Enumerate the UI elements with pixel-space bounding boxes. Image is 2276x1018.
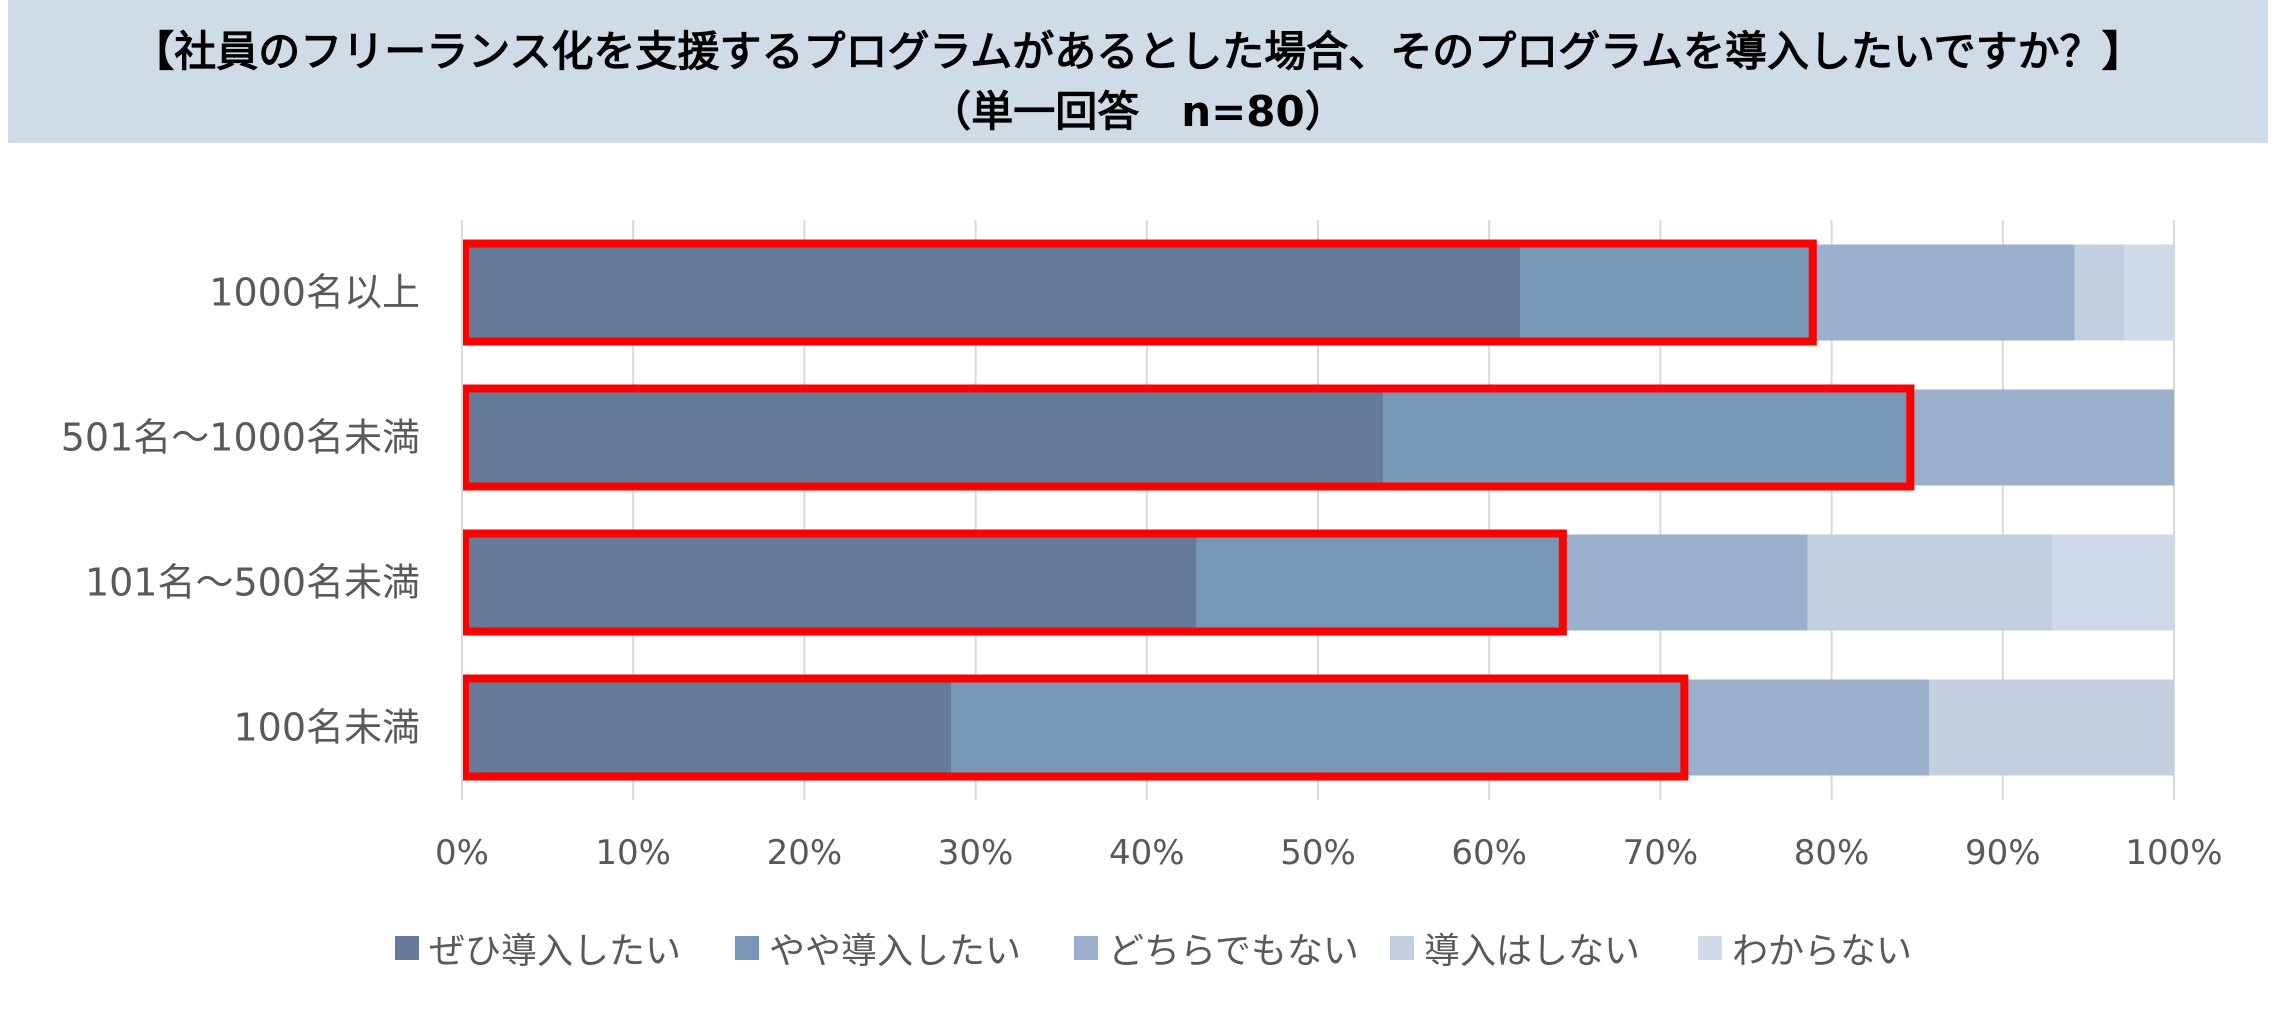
legend-label: ぜひ導入したい [429,931,682,972]
x-tick-label: 70% [1623,833,1699,873]
legend-swatch [735,936,759,960]
highlight-frame [461,529,1567,636]
x-tick-label: 10% [595,833,671,873]
x-tick-label: 50% [1280,833,1356,873]
bar-segment [1196,534,1563,631]
highlight-frame [461,384,1915,491]
bar-segment [1684,679,1930,776]
y-category-label: 501名～1000名未満 [61,416,420,460]
chart-legend: ぜひ導入したい やや導入したい どちらでもない 導入はしない わからない [0,920,2276,976]
x-tick-label: 80% [1794,833,1870,873]
bar-segment [951,679,1685,776]
legend-swatch [395,936,419,960]
x-tick-label: 40% [1109,833,1185,873]
x-tick-label: 0% [435,833,489,873]
y-category-label: 1000名以上 [209,271,420,315]
bar-segment [1383,389,1911,486]
bar-segment [2124,244,2174,341]
bar-segment [1910,389,2174,486]
bar-segment [462,389,1384,486]
bar-segment [462,679,952,776]
legend-item: わからない [1698,920,1912,976]
bar-segment [2052,534,2174,631]
legend-label: どちらでもない [1108,931,1359,972]
bar-segment [1562,534,1808,631]
bar-segment [1807,534,2053,631]
highlight-frame [461,674,1689,781]
bar-segment [462,244,1521,341]
bar-segment [1929,679,2174,776]
bar-segment [1812,244,2075,341]
x-tick-label: 100% [2125,833,2222,873]
bar-segment [1520,244,1813,341]
legend-item: どちらでもない [1074,920,1359,976]
legend-label: わからない [1732,931,1913,972]
x-tick-label: 60% [1451,833,1527,873]
y-category-label: 101名～500名未満 [85,561,420,605]
legend-item: やや導入したい [735,920,1021,976]
chart-title: 【社員のフリーランス化を支援するプログラムがあるとした場合、そのプログラムを導入… [132,27,2144,76]
y-category-label: 100名未満 [233,706,420,750]
chart-subtitle: （単一回答 n=80） [929,87,1347,136]
x-tick-label: 20% [767,833,843,873]
legend-swatch [1074,936,1098,960]
legend-item: ぜひ導入したい [395,920,681,976]
x-tick-label: 90% [1965,833,2041,873]
bar-segment [2074,244,2125,341]
chart-title-band: 【社員のフリーランス化を支援するプログラムがあるとした場合、そのプログラムを導入… [8,0,2268,143]
legend-label: やや導入したい [769,931,1022,972]
highlight-frame [461,239,1817,346]
legend-swatch [1698,936,1722,960]
x-tick-label: 30% [938,833,1014,873]
legend-swatch [1390,936,1414,960]
bar-segment [462,534,1197,631]
legend-label: 導入はしない [1424,931,1641,972]
legend-item: 導入はしない [1390,920,1640,976]
